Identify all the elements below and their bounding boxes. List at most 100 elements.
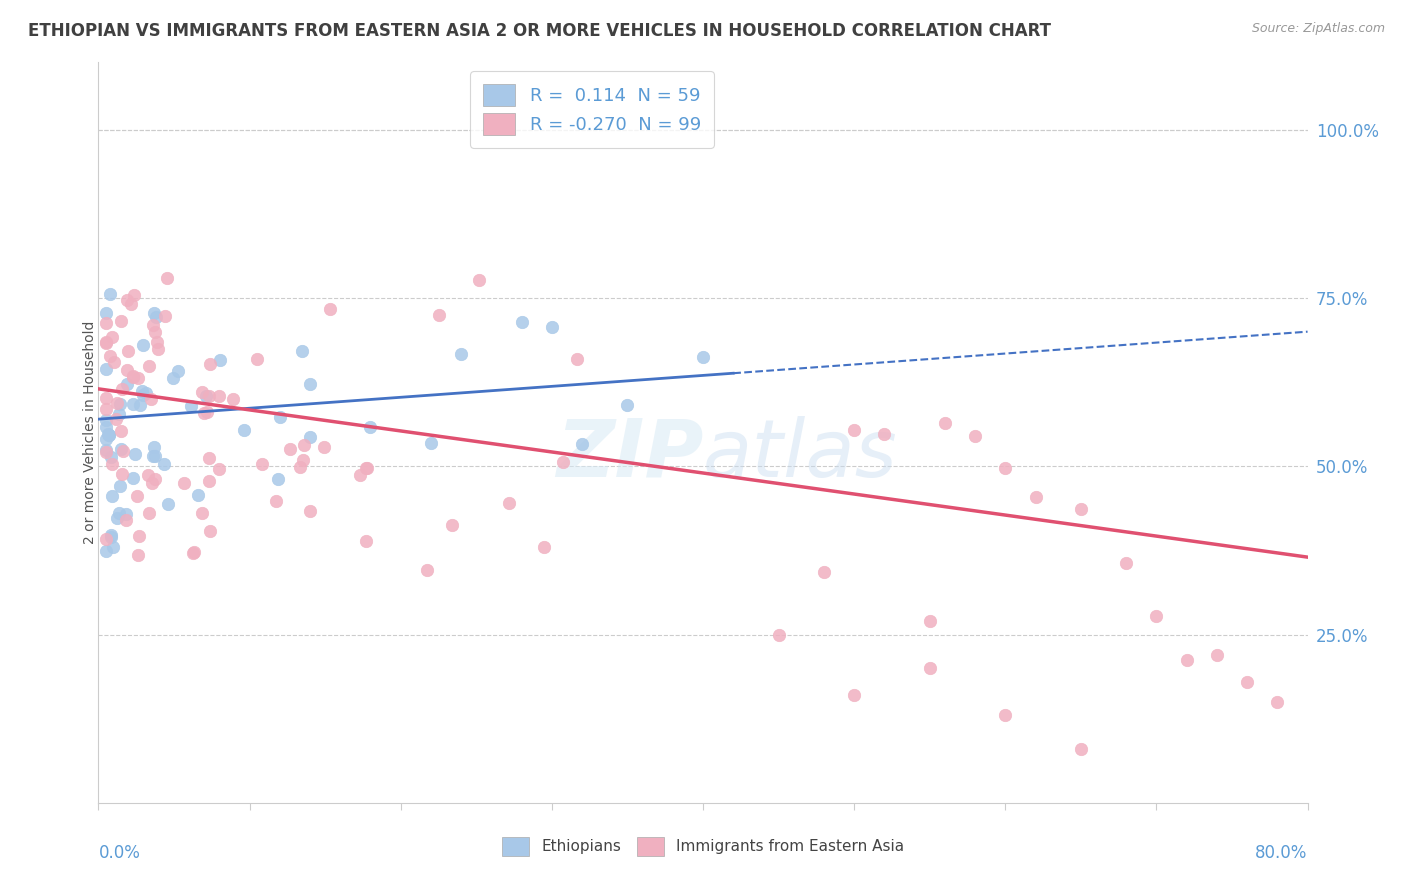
Text: atlas: atlas (703, 416, 898, 494)
Point (1070, 742, 1092, 756)
Point (222, 392, 245, 406)
Point (844, 423, 866, 437)
Point (135, 386, 157, 401)
Point (354, 461, 377, 475)
Point (292, 438, 315, 452)
Point (142, 306, 165, 320)
Point (117, 343, 139, 358)
Point (540, 319, 562, 334)
Point (141, 476, 163, 491)
Point (131, 384, 153, 399)
Point (141, 392, 163, 406)
Point (292, 452, 315, 467)
Point (94, 432, 117, 446)
Point (1267, 695, 1289, 709)
Point (115, 513, 138, 527)
Point (420, 435, 443, 450)
Point (1206, 648, 1229, 662)
Point (299, 430, 322, 444)
Point (191, 506, 214, 520)
Point (162, 371, 184, 385)
Point (127, 371, 149, 385)
Point (105, 412, 128, 426)
Point (110, 479, 132, 493)
Point (450, 347, 472, 361)
Point (183, 545, 205, 559)
Point (157, 497, 180, 511)
Point (127, 489, 149, 503)
Point (138, 359, 160, 373)
Point (103, 355, 125, 369)
Point (96, 427, 118, 442)
Point (195, 405, 218, 419)
Point (110, 442, 132, 456)
Point (100, 530, 122, 544)
Point (128, 529, 150, 543)
Point (934, 416, 956, 430)
Point (97, 427, 120, 442)
Point (571, 436, 593, 450)
Point (115, 293, 138, 307)
Point (142, 450, 165, 464)
Point (1236, 674, 1258, 689)
Point (136, 468, 159, 483)
Point (298, 376, 321, 391)
Point (122, 288, 145, 302)
Text: ZIP: ZIP (555, 416, 703, 494)
Point (155, 309, 177, 323)
Point (280, 442, 302, 457)
Point (180, 399, 202, 413)
Point (101, 541, 124, 555)
Point (115, 362, 138, 376)
Point (94, 445, 117, 459)
Point (94, 544, 117, 558)
Point (94, 306, 117, 320)
Point (198, 474, 221, 488)
Point (110, 397, 132, 411)
Point (298, 504, 321, 518)
Point (122, 369, 145, 384)
Point (1175, 653, 1198, 667)
Point (290, 459, 312, 474)
Point (145, 334, 167, 349)
Point (94, 316, 117, 330)
Point (533, 540, 555, 554)
Point (768, 627, 790, 641)
Point (264, 493, 287, 508)
Point (105, 511, 128, 525)
Point (994, 461, 1017, 475)
Point (111, 382, 134, 396)
Point (173, 475, 195, 490)
Point (498, 496, 520, 510)
Point (112, 444, 135, 458)
Point (468, 272, 491, 286)
Point (1070, 501, 1092, 516)
Point (312, 440, 335, 454)
Point (115, 507, 138, 521)
Point (108, 506, 131, 520)
Point (97, 427, 120, 442)
Point (1024, 490, 1046, 504)
Point (553, 455, 575, 469)
Point (191, 385, 214, 400)
Point (98, 349, 121, 363)
Point (132, 338, 155, 352)
Point (94, 391, 117, 405)
Point (94, 413, 117, 427)
Point (143, 325, 166, 339)
Point (120, 297, 142, 311)
Point (198, 358, 221, 372)
Point (198, 389, 221, 403)
Point (98, 287, 121, 301)
Point (252, 457, 274, 471)
Point (200, 524, 222, 538)
Text: 0.0%: 0.0% (98, 844, 141, 862)
Legend: Ethiopians, Immigrants from Eastern Asia: Ethiopians, Immigrants from Eastern Asia (495, 831, 911, 862)
Point (94, 401, 117, 416)
Point (101, 489, 124, 503)
Point (349, 468, 371, 483)
Point (105, 395, 128, 409)
Point (94, 532, 117, 546)
Point (143, 449, 166, 463)
Point (692, 350, 714, 364)
